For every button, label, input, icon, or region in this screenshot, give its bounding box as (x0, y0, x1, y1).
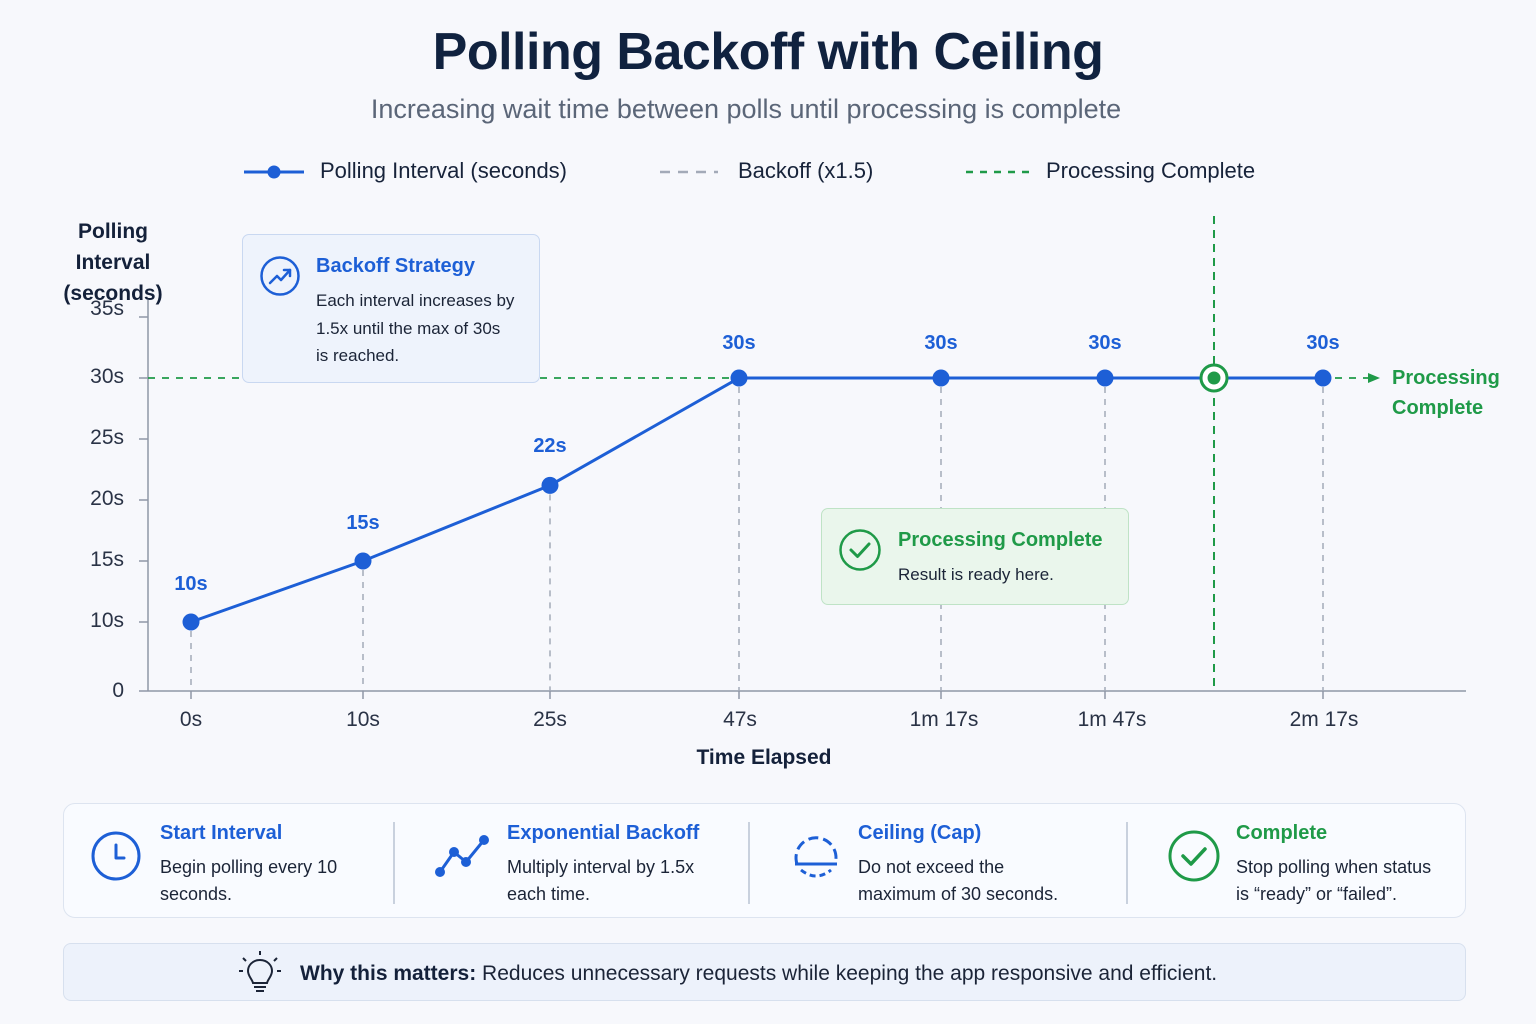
start-interval-title: Start Interval (160, 822, 283, 844)
divider (748, 822, 750, 904)
x-tick-label: 47s (723, 708, 757, 731)
data-label: 30s (1088, 332, 1122, 354)
legend-complete-swatch (966, 170, 1030, 174)
trend-line-icon (435, 835, 489, 877)
data-point (932, 369, 950, 387)
y-tick-label: 10s (90, 609, 124, 632)
x-tick-label: 0s (179, 708, 203, 731)
data-label: 10s (174, 573, 208, 595)
exponential-backoff-title: Exponential Backoff (507, 822, 700, 844)
data-point (1096, 369, 1114, 387)
strategy-line: Each interval increases by (316, 291, 515, 310)
why-this-matters-label: Why this matters: (300, 962, 477, 985)
divider (393, 822, 395, 904)
backoff-strategy-callout: Backoff Strategy Each interval increases… (242, 234, 540, 383)
why-this-matters-bar (63, 943, 1466, 1001)
y-axis-title: Polling Interval (seconds) (63, 220, 163, 305)
complete-text: Stop polling when status is “ready” or “… (1236, 854, 1431, 907)
start-interval-text: Begin polling every 10 seconds. (160, 854, 337, 907)
data-label: 30s (1306, 332, 1340, 354)
strategy-line: 1.5x until the max of 30s (316, 318, 501, 338)
exponential-backoff-text: Multiply interval by 1.5x each time. (507, 854, 694, 907)
processing-complete-text: Result is ready here. (898, 565, 1054, 584)
complete-title: Complete (1236, 822, 1328, 844)
info-line: Stop polling when status (1236, 857, 1432, 877)
y-tick-label: 25s (90, 426, 124, 449)
x-tick-label: 25s (533, 708, 567, 731)
data-label: 30s (924, 332, 958, 354)
why-this-matters-text: Why this matters: Reduces unnecessary re… (300, 962, 1217, 986)
y-tick-label: 0 (112, 679, 124, 702)
ceiling-arrowhead (1368, 373, 1380, 383)
data-label: 15s (346, 512, 380, 534)
info-line: Multiply interval by 1.5x (507, 857, 695, 877)
line-chart (139, 216, 1466, 699)
check-circle-icon (1168, 830, 1220, 882)
divider (1126, 822, 1128, 904)
ceiling-gauge-icon (794, 836, 838, 878)
end-label-line: Complete (1392, 397, 1484, 419)
lightbulb-icon (239, 951, 281, 992)
completion-marker-dot (1207, 371, 1221, 385)
trending-up-icon (260, 256, 300, 296)
x-tick-label: 10s (346, 708, 380, 731)
chart-title: Polling Backoff with Ceiling (432, 23, 1104, 81)
backoff-strategy-title: Backoff Strategy (316, 255, 475, 277)
data-label: 30s (722, 332, 756, 354)
info-line: is “ready” or “failed”. (1236, 883, 1398, 904)
info-line: each time. (507, 883, 591, 904)
chart-subtitle: Increasing wait time between polls until… (370, 94, 1122, 124)
data-point (541, 476, 559, 494)
clock-icon (91, 831, 141, 881)
x-axis-title: Time Elapsed (696, 746, 832, 769)
x-tick-label: 2m 17s (1289, 708, 1359, 731)
series-line (190, 376, 1323, 624)
y-tick-label: 35s (90, 297, 124, 320)
legend-backoff-swatch (660, 170, 718, 174)
strategy-line: is reached. (316, 346, 400, 365)
legend-series-swatch (244, 165, 304, 179)
ceiling-cap-text: Do not exceed the maximum of 30 seconds. (858, 854, 1058, 907)
processing-complete-callout: Processing Complete Result is ready here… (821, 508, 1129, 605)
check-circle-icon (839, 529, 881, 571)
end-label-line: Processing (1392, 367, 1500, 389)
why-this-matters-body: Reduces unnecessary requests while keepi… (482, 962, 1218, 985)
data-point (1314, 369, 1332, 387)
x-tick-label: 1m 47s (1077, 708, 1147, 731)
y-tick-label: 30s (90, 365, 124, 388)
y-tick-label: 20s (90, 487, 124, 510)
legend-backoff-label: Backoff (x1.5) (738, 158, 874, 183)
data-label: 22s (533, 435, 567, 457)
info-line: Do not exceed the (858, 857, 1005, 877)
info-panel: Start Interval Begin polling every 10 se… (63, 803, 1466, 918)
y-tick-label: 15s (90, 548, 124, 571)
data-point (354, 552, 372, 570)
info-line: seconds. (160, 883, 233, 904)
info-line: maximum of 30 seconds. (858, 883, 1059, 904)
data-point (730, 369, 748, 387)
processing-complete-title: Processing Complete (898, 529, 1103, 551)
x-tick-label: 1m 17s (909, 708, 979, 731)
ceiling-cap-title: Ceiling (Cap) (858, 822, 982, 844)
backoff-strategy-text: Each interval increases by 1.5x until th… (316, 287, 514, 370)
data-point (182, 613, 200, 631)
processing-complete-end-label: Processing Complete (1392, 363, 1512, 423)
legend-complete-label: Processing Complete (1046, 158, 1256, 183)
info-line: Begin polling every 10 (160, 857, 338, 877)
legend-series-label: Polling Interval (seconds) (320, 158, 568, 183)
